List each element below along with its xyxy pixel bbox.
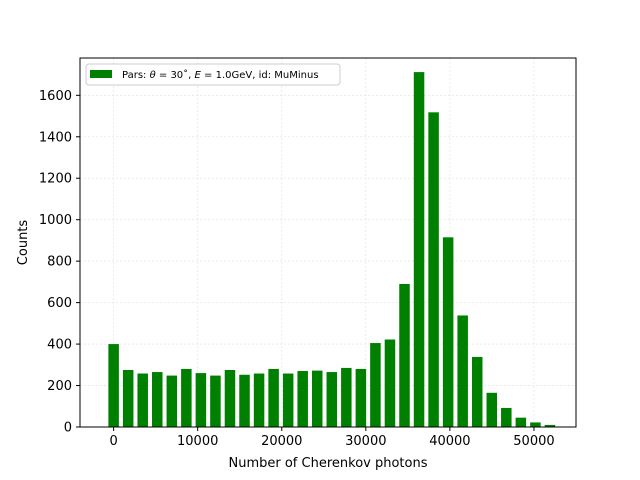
bar — [413, 72, 425, 428]
bar — [355, 368, 367, 427]
x-tick-label: 10000 — [177, 434, 218, 449]
bar — [297, 371, 308, 427]
bar — [195, 373, 207, 427]
legend-box — [85, 63, 341, 86]
y-tick-label: 200 — [47, 379, 72, 394]
bar — [253, 373, 265, 427]
y-tick-label: 1200 — [39, 172, 72, 187]
bars — [108, 72, 556, 428]
legend-energy-symbol: E — [195, 70, 202, 81]
legend-energy-value: = 1.0GeV, id: MuMinus — [201, 70, 319, 81]
bar — [442, 237, 454, 427]
x-axis-label: Number of Cherenkov photons — [229, 456, 428, 471]
bar — [137, 373, 148, 427]
x-tick-label: 30000 — [345, 434, 386, 449]
bar — [486, 392, 498, 427]
legend-prefix: Pars: — [122, 70, 150, 81]
y-tick-label: 800 — [47, 255, 72, 270]
bar — [210, 375, 221, 427]
bar — [399, 283, 410, 427]
legend: Pars: θ = 30˚, E = 1.0GeV, id: MuMinus — [85, 63, 341, 86]
x-axis: 0 10000 20000 30000 40000 50000 — [109, 427, 555, 449]
legend-swatch — [90, 70, 112, 78]
bar — [224, 369, 236, 427]
bar — [428, 112, 439, 428]
y-axis: 0 200 400 600 800 1000 1200 1400 1600 — [39, 89, 80, 436]
bar — [268, 368, 279, 427]
bar — [501, 407, 512, 427]
bar — [152, 372, 163, 427]
grid-lines — [80, 58, 576, 428]
bar — [530, 422, 541, 427]
y-axis-label: Counts — [16, 220, 31, 266]
x-tick-label: 50000 — [513, 434, 554, 449]
bar — [515, 417, 527, 427]
bar — [311, 370, 323, 427]
bar — [457, 315, 468, 427]
x-tick-label: 40000 — [429, 434, 470, 449]
legend-theta-symbol: θ — [150, 70, 156, 81]
bar — [326, 372, 338, 427]
y-tick-label: 1600 — [39, 89, 72, 104]
legend-theta-value: = 30˚, — [156, 69, 195, 81]
bar — [239, 374, 250, 427]
bar — [544, 424, 556, 427]
bar — [166, 375, 178, 427]
bar — [282, 373, 294, 427]
y-tick-label: 1000 — [39, 213, 72, 228]
bar — [370, 343, 381, 427]
y-tick-label: 0 — [64, 421, 72, 436]
y-tick-label: 1400 — [39, 130, 72, 145]
bar — [181, 368, 192, 427]
y-tick-label: 600 — [47, 296, 72, 311]
bar — [341, 367, 352, 427]
bar — [471, 356, 483, 427]
bar — [108, 344, 119, 427]
y-tick-label: 400 — [47, 338, 72, 353]
legend-label: Pars: θ = 30˚, E = 1.0GeV, id: MuMinus — [122, 69, 319, 81]
x-tick-label: 0 — [109, 434, 117, 449]
bar — [384, 339, 396, 427]
bar — [122, 369, 134, 427]
x-tick-label: 20000 — [261, 434, 302, 449]
plot-frame — [79, 57, 577, 428]
